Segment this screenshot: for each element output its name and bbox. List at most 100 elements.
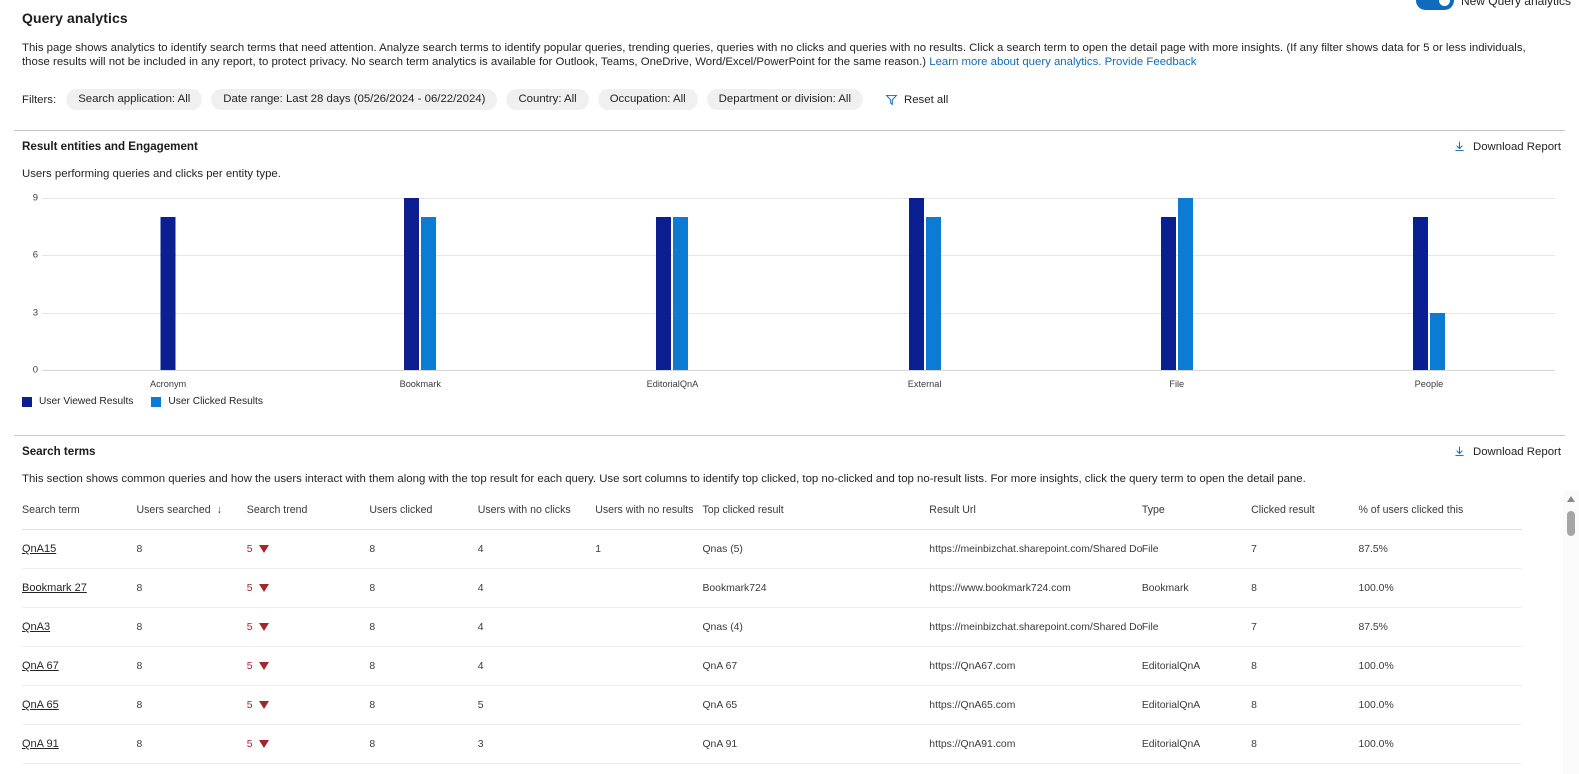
cell-search-term[interactable]: QnA 33: [22, 763, 137, 774]
cell-type: EditorialQnA: [1141, 724, 1252, 764]
cell-clicked-result: 8: [1251, 685, 1359, 725]
chart-bar-clicked[interactable]: [925, 217, 941, 370]
page-description-text: This page shows analytics to identify se…: [22, 42, 1526, 69]
chart-plot-area: 0 3 6 9 Acronym Bookmark EditorialQnA External…: [33, 193, 1555, 389]
cell-search-term[interactable]: Bookmark 27: [22, 568, 137, 608]
chart-bar-viewed[interactable]: [160, 217, 176, 370]
cell-users-no-results: [595, 646, 703, 686]
cell-top-clicked-result: QnA 65: [702, 685, 930, 725]
chart-gridline: [42, 312, 1555, 314]
cell-pct-users-clicked: 100.0%: [1358, 724, 1522, 764]
search-trend-value: 5: [247, 700, 269, 711]
chart-bar-group: File: [1051, 198, 1303, 389]
cell-users-no-results: [595, 685, 703, 725]
download-report-button-entities[interactable]: Download Report: [1447, 139, 1567, 154]
filter-pill-country[interactable]: Country: All: [506, 89, 589, 110]
chart-bar-clicked[interactable]: [421, 217, 437, 370]
cell-search-term[interactable]: QnA 65: [22, 685, 137, 725]
table-header-row: Search term Users searched ↓ Search trend…: [22, 504, 1522, 530]
table-row[interactable]: QnA 65 8 5 8 5 QnA 65 https://QnA65.com Editori…: [22, 685, 1522, 725]
page-title: Query analytics: [22, 10, 128, 26]
cell-search-term[interactable]: QnA 91: [22, 724, 137, 764]
cell-search-term[interactable]: QnA3: [22, 607, 137, 647]
cell-result-url[interactable]: https://QnA33.com: [929, 763, 1142, 774]
cell-pct-users-clicked: 87.5%: [1358, 529, 1522, 569]
column-header-search-trend[interactable]: Search trend: [246, 504, 370, 530]
cell-type: Bookmark: [1141, 568, 1252, 608]
chart-bar-clicked[interactable]: [1177, 198, 1193, 370]
column-header-type[interactable]: Type: [1141, 504, 1252, 530]
learn-more-link[interactable]: Learn more about query analytics.: [929, 56, 1102, 69]
toggle-switch-icon[interactable]: [1415, 0, 1454, 10]
search-term-link[interactable]: Bookmark 27: [22, 582, 87, 594]
legend-item-user-viewed-results[interactable]: User Viewed Results: [22, 396, 133, 407]
filter-pill-department-or-division[interactable]: Department or division: All: [706, 89, 863, 110]
cell-users-no-results: 1: [595, 763, 703, 774]
search-term-link[interactable]: QnA 67: [22, 660, 59, 672]
table-vertical-scrollbar[interactable]: [1563, 490, 1579, 774]
search-term-link[interactable]: QnA15: [22, 543, 57, 555]
download-report-label-entities: Download Report: [1472, 140, 1561, 153]
cell-pct-users-clicked: 100.0%: [1358, 685, 1522, 725]
scroll-up-arrow-icon[interactable]: [1567, 496, 1575, 502]
cell-search-term[interactable]: QnA15: [22, 529, 137, 569]
chart-bar-clicked[interactable]: [673, 217, 689, 370]
column-header-result-url[interactable]: Result Url: [929, 504, 1142, 530]
search-terms-subtitle: This section shows common queries and ho…: [22, 473, 1306, 485]
search-term-link[interactable]: QnA 91: [22, 738, 59, 750]
cell-users-clicked: 8: [369, 685, 478, 725]
chart-bar-groups: Acronym Bookmark EditorialQnA External File P…: [42, 198, 1555, 389]
table-row[interactable]: Bookmark 27 8 5 8 4 Bookmark724 https://www.bo…: [22, 568, 1522, 608]
search-trend-number: 5: [246, 543, 253, 555]
chart-bar-viewed[interactable]: [908, 198, 924, 370]
column-header-pct-users-clicked[interactable]: % of users clicked this: [1358, 504, 1522, 530]
chart-bar-viewed[interactable]: [404, 198, 420, 370]
table-row[interactable]: QnA 3385861QnA 33https://QnA33.comEditor…: [22, 763, 1522, 774]
cell-users-clicked: 8: [369, 607, 478, 647]
provide-feedback-link[interactable]: Provide Feedback: [1104, 56, 1197, 69]
cell-result-url[interactable]: https://QnA67.com: [929, 646, 1142, 686]
column-header-users-clicked[interactable]: Users clicked: [369, 504, 478, 530]
column-header-users-searched[interactable]: Users searched ↓: [136, 504, 247, 530]
chart-y-tick-label: 0: [32, 364, 38, 376]
cell-result-url[interactable]: https://QnA91.com: [929, 724, 1142, 764]
cell-result-url[interactable]: https://QnA65.com: [929, 685, 1142, 725]
column-header-top-clicked-result[interactable]: Top clicked result: [702, 504, 930, 530]
column-header-clicked-result[interactable]: Clicked result: [1251, 504, 1359, 530]
column-header-search-term[interactable]: Search term: [22, 504, 137, 530]
chart-bar-viewed[interactable]: [1160, 217, 1176, 370]
chart-gridline: [42, 255, 1555, 257]
scrollbar-thumb[interactable]: [1567, 511, 1575, 536]
table-row[interactable]: QnA 67 8 5 8 4 QnA 67 https://QnA67.com Editori…: [22, 646, 1522, 686]
cell-result-url[interactable]: https://www.bookmark724.com: [929, 568, 1142, 608]
cell-search-term[interactable]: QnA 67: [22, 646, 137, 686]
chart-y-tick-label: 6: [32, 249, 38, 261]
cell-result-url[interactable]: https://meinbizchat.sharepoint.com/Share…: [929, 607, 1142, 647]
column-header-users-no-clicks[interactable]: Users with no clicks: [477, 504, 596, 530]
legend-item-user-clicked-results[interactable]: User Clicked Results: [151, 396, 263, 407]
filter-pill-date-range[interactable]: Date range: Last 28 days (05/26/2024 - 0…: [211, 89, 498, 110]
cell-top-clicked-result: QnA 67: [702, 646, 930, 686]
filter-pill-search-application[interactable]: Search application: All: [66, 89, 203, 110]
cell-users-clicked: 8: [369, 529, 478, 569]
chart-bar-viewed[interactable]: [1412, 217, 1428, 370]
download-report-button-search-terms[interactable]: Download Report: [1447, 444, 1567, 459]
result-entities-title: Result entities and Engagement: [22, 140, 198, 153]
chart-bar-clicked[interactable]: [1429, 312, 1445, 370]
table-row[interactable]: QnA15 8 5 8 4 1 Qnas (5) https://meinbizchat.sh…: [22, 529, 1522, 569]
cell-result-url[interactable]: https://meinbizchat.sharepoint.com/Share…: [929, 529, 1142, 569]
column-header-users-no-results[interactable]: Users with no results: [595, 504, 703, 530]
search-term-link[interactable]: QnA3: [22, 621, 51, 633]
new-query-analytics-toggle[interactable]: New Query analytics: [1415, 0, 1571, 10]
table-row[interactable]: QnA3 8 5 8 4 Qnas (4) https://meinbizchat.shar…: [22, 607, 1522, 647]
filter-pill-occupation[interactable]: Occupation: All: [597, 89, 698, 110]
cell-search-trend: 5: [246, 568, 370, 608]
cell-users-no-clicks: 5: [477, 685, 596, 725]
table-row[interactable]: QnA 91 8 5 8 3 QnA 91 https://QnA91.com Editori…: [22, 724, 1522, 764]
chart-bar-viewed[interactable]: [656, 217, 672, 370]
reset-all-button[interactable]: Reset all: [879, 92, 954, 107]
cell-users-no-clicks: 3: [477, 724, 596, 764]
search-trend-value: 5: [247, 622, 269, 633]
search-term-link[interactable]: QnA 65: [22, 699, 59, 711]
